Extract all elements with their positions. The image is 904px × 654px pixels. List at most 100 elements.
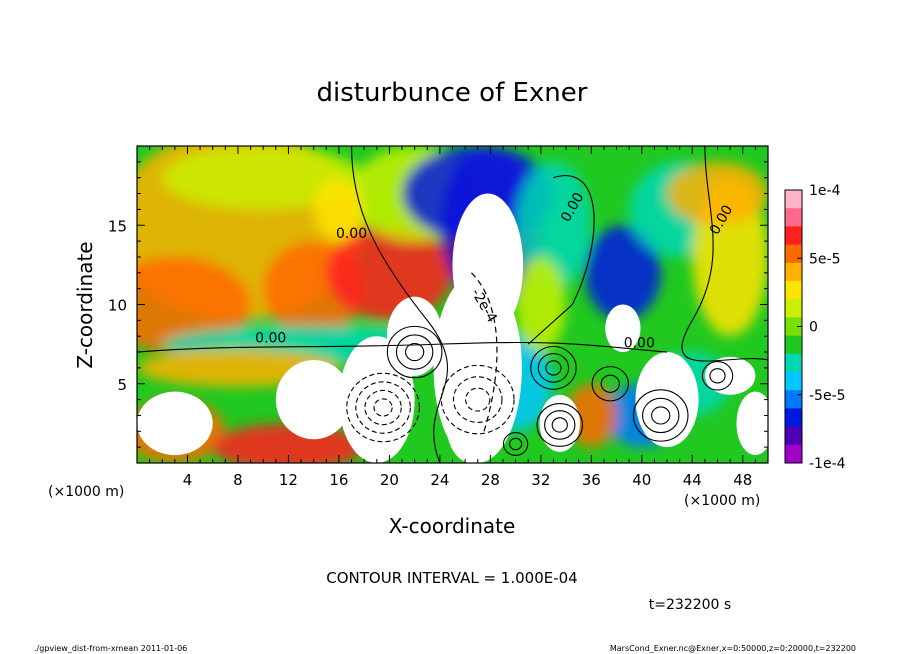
x-tick-label: 12 — [279, 471, 298, 489]
saturated-region — [275, 359, 352, 440]
contour-ring — [373, 398, 393, 417]
contour-line — [137, 341, 668, 353]
y-tick-label: 15 — [108, 217, 127, 235]
field-blob — [212, 423, 365, 463]
x-tick-label: 4 — [183, 471, 193, 489]
colorbar-swatch — [785, 226, 802, 246]
field-blob — [667, 161, 768, 226]
contour-ring — [405, 342, 425, 362]
colorbar-swatch — [785, 262, 802, 282]
contour-label: 0.00 — [255, 331, 286, 347]
contour-label: 0.00 — [624, 335, 655, 351]
x-tick-label: 20 — [380, 471, 399, 489]
colorbar-tick-label: 5e-5 — [809, 251, 840, 267]
contour-ring — [364, 389, 402, 426]
footer-left: ./gpview_dist-from-xmean 2011-01-06 — [34, 644, 187, 653]
contour-ring — [551, 417, 568, 433]
x-tick-label: 40 — [632, 471, 651, 489]
contour-ring — [591, 366, 629, 402]
colorbar-swatch — [785, 317, 802, 337]
colorbar-swatch — [785, 390, 802, 409]
contour-line — [527, 175, 595, 345]
saturated-region — [704, 356, 756, 395]
contour-ring — [642, 397, 680, 434]
colorbar-swatch — [785, 244, 802, 264]
contour-interval: CONTOUR INTERVAL = 1.000E-04 — [326, 569, 577, 587]
contour-ring — [709, 368, 726, 384]
contour-ring — [530, 345, 577, 390]
contour-ring — [632, 389, 689, 442]
saturated-region — [736, 391, 768, 456]
x-unit-left: (×1000 m) — [48, 484, 124, 500]
contour-line — [350, 146, 448, 463]
colorbar-tick-label: -5e-5 — [809, 388, 846, 404]
saturated-region — [338, 336, 415, 463]
field-blob — [402, 146, 554, 242]
colorbar-swatch — [785, 444, 802, 464]
contour-ring — [536, 403, 584, 447]
x-tick-label: 24 — [430, 471, 449, 489]
contour-ring — [440, 364, 515, 435]
x-tick-label: 44 — [683, 471, 702, 489]
contour-ring — [545, 360, 562, 376]
field-blob — [137, 256, 251, 353]
field-blob — [326, 225, 453, 321]
contour-label: 0.00 — [336, 226, 367, 242]
colorbar-tick-label: 0 — [809, 320, 818, 336]
x-tick-label: 16 — [329, 471, 348, 489]
saturated-region — [539, 394, 580, 452]
time-label: t=232200 s — [649, 597, 731, 613]
field-blob — [313, 177, 365, 242]
colorbar-swatch — [785, 335, 802, 355]
y-tick-label: 10 — [108, 297, 127, 315]
x-tick-label: 32 — [531, 471, 550, 489]
colorbar-swatch — [785, 426, 802, 446]
contour-ring — [544, 410, 576, 440]
contour-ring — [465, 387, 491, 412]
contour-ring — [600, 374, 620, 393]
contour-ring — [386, 325, 443, 379]
contour-ring — [452, 376, 503, 423]
heatmap-field — [137, 146, 768, 463]
contour-line — [681, 146, 768, 362]
saturated-region — [605, 304, 641, 353]
contour-ring — [346, 372, 420, 443]
contour-ring — [508, 437, 523, 451]
x-axis-ticks: 4 8 12 16 20 24 28 32 36 40 44 48 — [149, 146, 756, 489]
x-tick-label: 48 — [733, 471, 752, 489]
contour-ring — [355, 381, 411, 434]
x-tick-label: 36 — [582, 471, 601, 489]
contour-ring — [537, 353, 570, 383]
colorbar-swatch — [785, 299, 802, 318]
colorbar-swatch — [785, 190, 802, 209]
colorbar-swatch — [785, 281, 802, 300]
colorbar-swatch — [785, 353, 802, 373]
chart-title: disturbunce of Exner — [317, 78, 588, 108]
field-blob — [162, 146, 365, 210]
contour-ring — [502, 432, 529, 456]
field-blob — [515, 256, 567, 353]
colorbar-tick-label: 1e-4 — [809, 183, 841, 199]
contour-ring — [651, 406, 671, 425]
field-blob — [585, 225, 661, 321]
contour-lines — [137, 146, 768, 463]
y-tick-label: 5 — [117, 376, 127, 394]
x-tick-label: 28 — [481, 471, 500, 489]
footer-right: MarsCond_Exner.nc@Exner,x=0:50000,z=0:20… — [610, 644, 856, 653]
contour-line-negative — [471, 272, 498, 432]
saturated-region — [446, 383, 497, 463]
colorbar-ticks: 1e-4 5e-5 0 -5e-5 -1e-4 — [797, 183, 846, 472]
x-tick-label: 8 — [233, 471, 243, 489]
contour-ring — [395, 334, 434, 370]
colorbar-tick-label: -1e-4 — [809, 456, 846, 472]
colorbar-swatch — [785, 372, 802, 391]
saturated-regions — [137, 193, 768, 463]
y-axis-label: Z-coordinate — [73, 241, 97, 368]
colorbar-swatch — [785, 408, 802, 428]
x-axis-label: X-coordinate — [389, 514, 516, 538]
x-unit-right: (×1000 m) — [684, 493, 760, 509]
colorbar-swatch — [785, 208, 802, 227]
saturated-region — [137, 391, 213, 456]
y-axis-ticks: 5 10 15 — [108, 161, 768, 448]
